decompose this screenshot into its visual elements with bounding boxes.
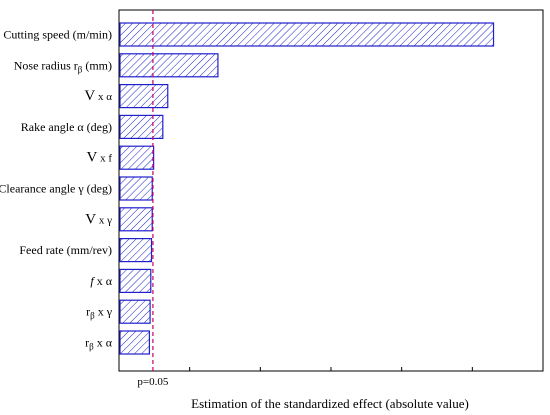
category-label: Rake angle α (deg)	[21, 120, 112, 134]
category-label: rβ x α	[85, 336, 113, 352]
bars	[119, 22, 495, 355]
category-label: V x γ	[85, 211, 112, 227]
x-axis-ticks	[118, 367, 544, 371]
category-label: f x α	[90, 274, 112, 288]
category-label: Clearance angle γ (deg)	[0, 182, 112, 196]
bar	[119, 330, 150, 355]
y-axis-labels: Cutting speed (m/min) Nose radius rβ (mm)…	[0, 28, 113, 352]
category-label: V x α	[84, 88, 112, 104]
bar	[119, 145, 155, 170]
bar	[119, 207, 153, 232]
bar	[119, 299, 151, 324]
bar	[119, 238, 153, 263]
bar	[119, 268, 152, 293]
category-label: rβ x γ	[86, 305, 113, 321]
bar	[119, 22, 495, 47]
bar	[119, 53, 219, 78]
category-label: Nose radius rβ (mm)	[14, 58, 112, 74]
category-label: V x f	[86, 150, 112, 166]
significance-label: p=0.05	[137, 376, 168, 388]
bar	[119, 176, 153, 201]
category-label: Cutting speed (m/min)	[3, 28, 112, 42]
category-label: Feed rate (mm/rev)	[19, 243, 112, 257]
bar	[119, 114, 164, 140]
x-axis-title: Estimation of the standardized effect (a…	[191, 396, 469, 411]
bar	[119, 83, 169, 109]
